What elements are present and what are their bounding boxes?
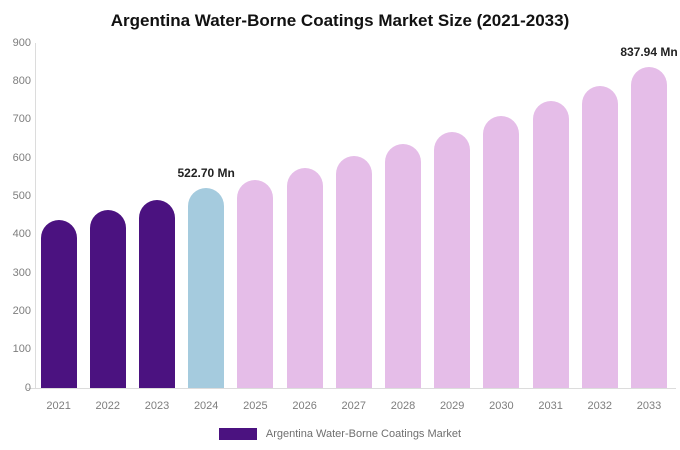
bar-value-label-2024: 522.70 Mn: [177, 165, 235, 180]
y-axis-tick-label: 600: [12, 151, 31, 164]
y-axis-tick-label: 700: [12, 113, 31, 126]
bar-2025: [237, 179, 274, 388]
y-axis-tick-label: 500: [12, 189, 31, 202]
bar-2029: [434, 131, 471, 388]
y-axis-line: [35, 43, 36, 389]
y-axis-tick-label: 0: [24, 381, 31, 394]
bar-2032: [581, 85, 618, 388]
x-axis-tick-label: 2022: [95, 400, 121, 412]
x-axis-tick-label: 2033: [636, 400, 662, 412]
bar-2027: [335, 155, 372, 388]
x-axis-tick-label: 2029: [439, 400, 465, 412]
x-axis-tick-label: 2023: [144, 400, 170, 412]
x-axis-tick-label: 2031: [538, 400, 563, 412]
legend-label: Argentina Water-Borne Coatings Market: [265, 428, 462, 440]
bar-2022: [89, 210, 126, 388]
bar-2031: [532, 101, 569, 388]
bar-value-label-2033: 837.94 Mn: [620, 44, 678, 59]
x-axis-tick-label: 2025: [243, 400, 268, 412]
x-axis-tick-label: 2021: [46, 400, 71, 412]
bar-2030: [483, 115, 520, 388]
bar-2023: [139, 200, 175, 388]
y-axis-tick-label: 200: [12, 304, 31, 317]
x-axis-tick-label: 2028: [390, 400, 416, 412]
y-axis-tick-label: 400: [12, 228, 31, 241]
bar-2028: [385, 143, 421, 388]
legend-swatch: [218, 428, 257, 440]
x-axis-tick-label: 2027: [341, 400, 367, 412]
y-axis-tick-label: 800: [12, 74, 31, 87]
y-axis-tick-label: 900: [12, 36, 31, 49]
bar-2024: [188, 187, 225, 388]
y-axis-tick-label: 300: [12, 266, 31, 279]
y-axis-tick-label: 100: [12, 343, 31, 356]
bar-2033: [631, 66, 667, 388]
legend: Argentina Water-Borne Coatings Market: [0, 426, 680, 442]
chart-title: Argentina Water-Borne Coatings Market Si…: [110, 11, 570, 30]
bar-2026: [286, 167, 323, 388]
x-axis-line: [27, 388, 676, 389]
bar-2021: [40, 220, 77, 388]
x-axis-tick-label: 2026: [292, 400, 317, 412]
x-axis-tick-label: 2030: [489, 400, 514, 412]
x-axis-tick-label: 2024: [193, 400, 219, 412]
x-axis-tick-label: 2032: [587, 400, 613, 412]
